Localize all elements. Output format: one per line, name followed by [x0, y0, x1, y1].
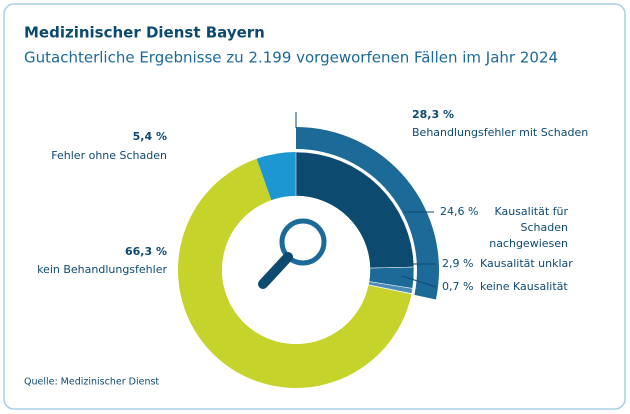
label: 0,7 % [442, 280, 473, 293]
label: kein Behandlungsfehler [37, 263, 167, 276]
label: Kausalität für Schaden nachgewiesen [489, 205, 568, 250]
value-label: 5,4 % [133, 130, 167, 143]
slice [256, 152, 296, 201]
slice-ring [296, 127, 440, 300]
label: Fehler ohne Schaden [51, 149, 167, 162]
frame [3, 3, 626, 410]
chart-subtitle: Gutachterliche Ergebnisse zu 2.199 vorge… [24, 49, 558, 67]
hole [222, 196, 370, 344]
label: keine Kausalität [480, 280, 568, 293]
label: 24,6 % [440, 205, 478, 218]
label: 2,9 % [442, 257, 473, 270]
chart-title: Medizinischer Dienst Bayern [24, 24, 265, 42]
source: Quelle: Medizinischer Dienst [24, 377, 159, 388]
slices [177, 127, 440, 388]
value-label: 28,3 % [412, 108, 454, 121]
value-label: 66,3 % [125, 245, 167, 258]
slice [177, 158, 412, 388]
connectors [295, 112, 437, 288]
label: Kausalität unklar [480, 257, 573, 270]
label: Behandlungsfehler mit Schaden [412, 126, 588, 139]
magnifier-icon [258, 218, 327, 289]
